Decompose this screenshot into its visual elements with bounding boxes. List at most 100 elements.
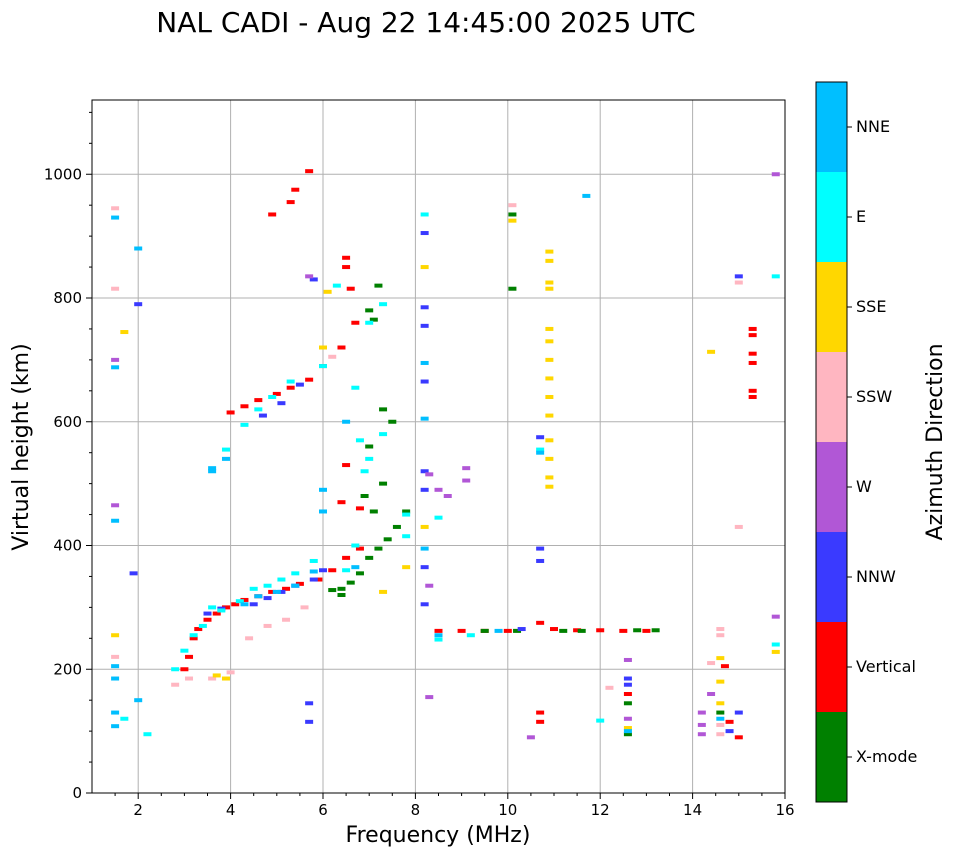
- echo-point-vertical: [226, 410, 235, 415]
- echo-point-vertical: [503, 628, 512, 633]
- echo-point-vertical: [254, 398, 263, 403]
- echo-point-ssw: [508, 203, 517, 208]
- echo-point-x-mode: [402, 509, 411, 514]
- echo-point-vertical: [305, 169, 314, 174]
- echo-point-nne: [582, 193, 591, 198]
- echo-point-vertical: [355, 546, 364, 551]
- echo-point-nnw: [420, 323, 429, 328]
- echo-point-nnw: [536, 435, 545, 440]
- echo-point-w: [443, 494, 452, 498]
- echo-point-ssw: [716, 732, 725, 737]
- y-tick-label: 800: [53, 289, 82, 307]
- echo-point-nne: [111, 676, 120, 681]
- echo-point-nnw: [725, 729, 734, 734]
- echo-point-nne: [240, 602, 249, 607]
- echo-point-x-mode: [365, 308, 374, 313]
- echo-point-sse: [771, 649, 780, 654]
- echo-point-vertical: [314, 577, 323, 582]
- echo-point-sse: [545, 395, 554, 399]
- echo-point-nne: [623, 729, 632, 734]
- echo-point-x-mode: [365, 444, 374, 449]
- echo-point-sse: [545, 413, 554, 418]
- echo-point-vertical: [536, 620, 545, 625]
- echo-point-e: [249, 586, 258, 591]
- y-tick-label: 1000: [44, 165, 82, 183]
- echo-point-nne: [291, 583, 300, 588]
- echo-point-vertical: [725, 719, 734, 724]
- echo-point-nne: [272, 589, 281, 594]
- echo-point-vertical: [203, 617, 212, 622]
- echo-point-nnw: [309, 577, 318, 582]
- echo-point-e: [351, 543, 360, 548]
- echo-point-sse: [716, 701, 725, 706]
- echo-point-e: [235, 599, 244, 604]
- echo-point-vertical: [185, 654, 194, 659]
- colorbar-tick-label: Vertical: [856, 657, 916, 676]
- echo-point-e: [365, 456, 374, 461]
- echo-point-vertical: [342, 255, 351, 260]
- echo-point-w: [771, 172, 780, 177]
- echo-point-sse: [420, 524, 429, 529]
- echo-point-w: [697, 722, 706, 727]
- echo-point-vertical: [337, 345, 346, 350]
- echo-point-sse: [545, 280, 554, 285]
- echo-point-nne: [420, 416, 429, 421]
- echo-point-w: [707, 692, 716, 696]
- echo-point-nne: [319, 487, 327, 492]
- echo-point-w: [425, 583, 434, 588]
- echo-point-vertical: [355, 506, 364, 511]
- echo-point-x-mode: [623, 732, 632, 737]
- colorbar-segment: [816, 262, 847, 352]
- grid-lines: [92, 100, 786, 794]
- echo-point-ssw: [328, 354, 337, 359]
- echo-point-nnw: [249, 602, 258, 607]
- echo-point-w: [434, 487, 443, 492]
- echo-point-nne: [111, 365, 120, 370]
- y-tick-label: 600: [53, 413, 82, 431]
- echo-point-sse: [212, 673, 221, 678]
- echo-point-nnw: [623, 682, 632, 687]
- echo-point-x-mode: [369, 509, 378, 514]
- echo-point-nnw: [420, 379, 429, 384]
- echo-point-e: [365, 320, 374, 325]
- echo-point-x-mode: [365, 555, 374, 560]
- echo-point-e: [466, 633, 475, 638]
- echo-point-vertical: [268, 212, 277, 217]
- echo-point-vertical: [240, 404, 249, 409]
- x-axis-ticks: 2 4 6 8 10 12 14 16: [114, 793, 795, 819]
- echo-point-x-mode: [513, 628, 522, 633]
- echo-point-e: [268, 395, 277, 399]
- echo-point-sse: [111, 633, 120, 638]
- echo-point-nne: [716, 716, 725, 721]
- colorbar-label: Azimuth Direction: [923, 343, 948, 540]
- echo-point-sse: [545, 286, 554, 291]
- echo-point-w: [771, 614, 780, 619]
- colorbar-tick-label: SSE: [856, 297, 886, 316]
- colorbar-segment: [816, 532, 847, 622]
- echo-point-e: [379, 432, 388, 437]
- echo-point-vertical: [286, 385, 295, 390]
- echo-point-nnw: [420, 487, 429, 492]
- echo-point-e: [379, 302, 388, 307]
- echo-point-nnw: [305, 701, 314, 706]
- echo-point-e: [355, 438, 364, 443]
- echo-point-sse: [545, 326, 554, 331]
- echo-point-sse: [707, 349, 716, 354]
- colorbar-frame: [815, 81, 848, 803]
- echo-point-e: [208, 605, 217, 610]
- echo-point-e: [402, 512, 411, 517]
- echo-point-x-mode: [508, 212, 517, 217]
- echo-point-e: [291, 571, 300, 576]
- colorbar-tick-label: E: [856, 207, 866, 226]
- echo-point-sse: [545, 339, 554, 344]
- echo-point-ssw: [171, 682, 180, 687]
- echo-point-e: [254, 407, 263, 412]
- echo-point-x-mode: [374, 546, 383, 551]
- echo-point-ssw: [263, 623, 272, 628]
- echo-point-nne: [420, 546, 429, 551]
- y-axis-label: Virtual height (km): [9, 343, 34, 550]
- echo-point-nnw: [309, 277, 318, 282]
- echo-point-nnw: [420, 231, 429, 236]
- y-tick-label: 0: [72, 784, 82, 802]
- echo-point-vertical: [573, 628, 582, 633]
